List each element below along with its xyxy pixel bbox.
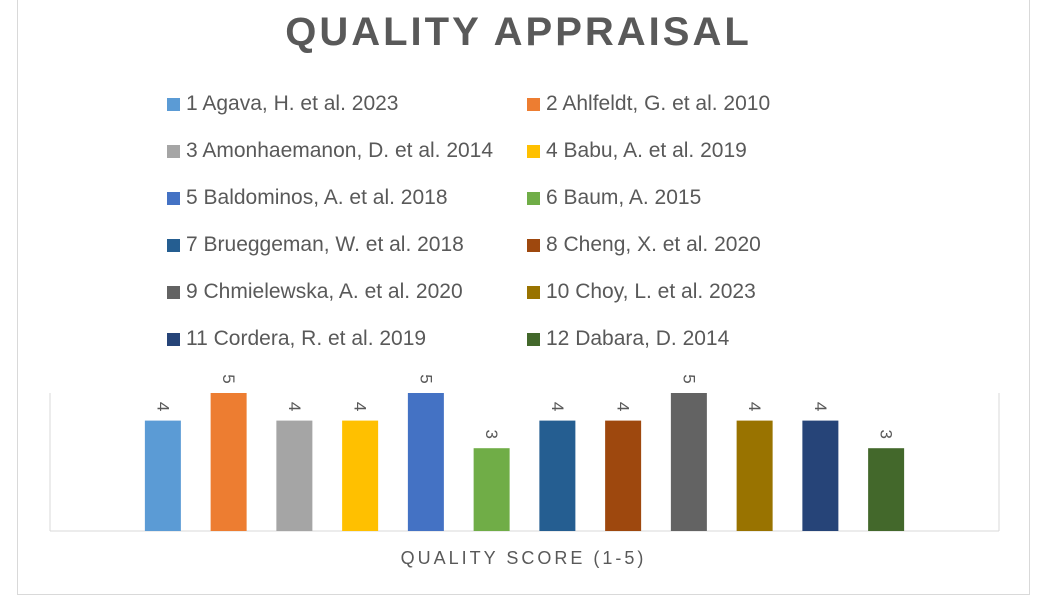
chart-area [17, 0, 1030, 595]
legend-label: 3 Amonhaemanon, D. et al. 2014 [186, 139, 494, 162]
legend-label: 8 Cheng, X. et al. 2020 [546, 233, 761, 256]
legend-item: 10 Choy, L. et al. 2023 [527, 276, 827, 308]
data-label: 4 [285, 402, 304, 411]
bar [605, 420, 642, 531]
legend-swatch [527, 144, 540, 158]
bar [473, 448, 510, 531]
bar [276, 420, 313, 531]
bar [407, 393, 444, 531]
legend-swatch [167, 332, 180, 346]
data-label: 4 [548, 402, 567, 411]
bar [868, 448, 905, 531]
legend-label: 1 Agava, H. et al. 2023 [186, 92, 399, 115]
legend-item: 11 Cordera, R. et al. 2019 [167, 323, 527, 355]
data-label: 5 [416, 374, 435, 383]
legend: 1 Agava, H. et al. 2023 2 Ahlfeldt, G. et… [167, 88, 827, 355]
legend-label: 11 Cordera, R. et al. 2019 [186, 327, 427, 350]
legend-swatch [167, 144, 180, 158]
legend-swatch [167, 97, 180, 111]
legend-label: 9 Chmielewska, A. et al. 2020 [186, 280, 463, 303]
legend-label: 12 Dabara, D. 2014 [546, 327, 730, 350]
bar [342, 420, 379, 531]
data-label: 4 [351, 402, 370, 411]
bar [210, 393, 247, 531]
data-label: 3 [877, 429, 896, 438]
bar [670, 393, 707, 531]
legend-item: 4 Babu, A. et al. 2019 [527, 135, 827, 167]
legend-swatch [527, 97, 540, 111]
legend-item: 8 Cheng, X. et al. 2020 [527, 229, 827, 261]
data-label: 4 [811, 402, 830, 411]
legend-label: 5 Baldominos, A. et al. 2018 [186, 186, 448, 209]
legend-swatch [167, 238, 180, 252]
legend-swatch [167, 285, 180, 299]
legend-label: 2 Ahlfeldt, G. et al. 2010 [546, 92, 771, 115]
data-label: 5 [679, 374, 698, 383]
legend-item: 1 Agava, H. et al. 2023 [167, 88, 527, 120]
legend-item: 2 Ahlfeldt, G. et al. 2010 [527, 88, 827, 120]
legend-swatch [527, 285, 540, 299]
legend-swatch [167, 191, 180, 205]
bar [736, 420, 773, 531]
chart-title: QUALITY APPRAISAL [285, 10, 752, 54]
legend-item: 3 Amonhaemanon, D. et al. 2014 [167, 135, 527, 167]
legend-item: 12 Dabara, D. 2014 [527, 323, 827, 355]
legend-item: 9 Chmielewska, A. et al. 2020 [167, 276, 527, 308]
data-label: 4 [745, 402, 764, 411]
legend-label: 4 Babu, A. et al. 2019 [546, 139, 747, 162]
data-label: 3 [482, 429, 501, 438]
legend-label: 10 Choy, L. et al. 2023 [546, 280, 756, 303]
legend-item: 5 Baldominos, A. et al. 2018 [167, 182, 527, 214]
data-label: 4 [153, 402, 172, 411]
data-label: 5 [219, 374, 238, 383]
legend-label: 6 Baum, A. 2015 [546, 186, 702, 209]
x-axis-title: QUALITY SCORE (1-5) [400, 548, 647, 568]
legend-swatch [527, 238, 540, 252]
legend-item: 7 Brueggeman, W. et al. 2018 [167, 229, 527, 261]
legend-label: 7 Brueggeman, W. et al. 2018 [186, 233, 464, 256]
bar [144, 420, 181, 531]
legend-swatch [527, 191, 540, 205]
data-label: 4 [614, 402, 633, 411]
bar [802, 420, 839, 531]
legend-swatch [527, 332, 540, 346]
bar [539, 420, 576, 531]
legend-item: 6 Baum, A. 2015 [527, 182, 827, 214]
